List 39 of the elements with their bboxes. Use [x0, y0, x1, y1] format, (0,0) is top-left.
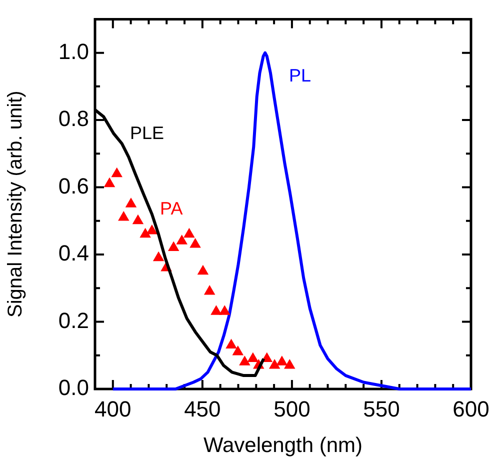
- y-tick-label: 0.8: [58, 106, 89, 132]
- point: [104, 177, 116, 188]
- point: [276, 356, 288, 366]
- x-tick-label: 400: [94, 396, 132, 422]
- point: [118, 211, 130, 221]
- point: [284, 358, 296, 369]
- point: [132, 214, 144, 224]
- point: [268, 358, 280, 369]
- x-tick-label: 600: [452, 396, 490, 422]
- point: [232, 346, 244, 356]
- x-tick-label: 550: [363, 396, 400, 422]
- point: [168, 241, 180, 252]
- series-label: PLE: [130, 122, 164, 143]
- point: [219, 305, 230, 315]
- point: [190, 238, 201, 248]
- point: [140, 228, 151, 238]
- point: [176, 234, 188, 244]
- point: [210, 305, 222, 315]
- point: [226, 338, 237, 349]
- x-axis-title: Wavelength (nm): [203, 434, 363, 458]
- point: [111, 167, 122, 178]
- point: [247, 352, 259, 362]
- y-tick-label: 0.2: [58, 308, 89, 333]
- series-label: PL: [289, 65, 312, 86]
- point: [152, 251, 164, 262]
- y-axis-title: Signal Intensity (arb. unit): [4, 90, 27, 318]
- point: [197, 264, 209, 275]
- y-tick-label: 0.6: [58, 173, 89, 198]
- point: [204, 285, 216, 295]
- point: [184, 228, 195, 238]
- y-tick-label: 0.0: [58, 375, 89, 400]
- point: [239, 356, 250, 366]
- point: [146, 224, 158, 234]
- x-tick-label: 450: [184, 396, 221, 422]
- series-label: PA: [160, 198, 183, 219]
- y-tick-label: 0.4: [58, 240, 89, 266]
- y-tick-label: 1.0: [58, 38, 89, 64]
- point: [125, 198, 137, 208]
- x-tick-label: 500: [274, 396, 310, 422]
